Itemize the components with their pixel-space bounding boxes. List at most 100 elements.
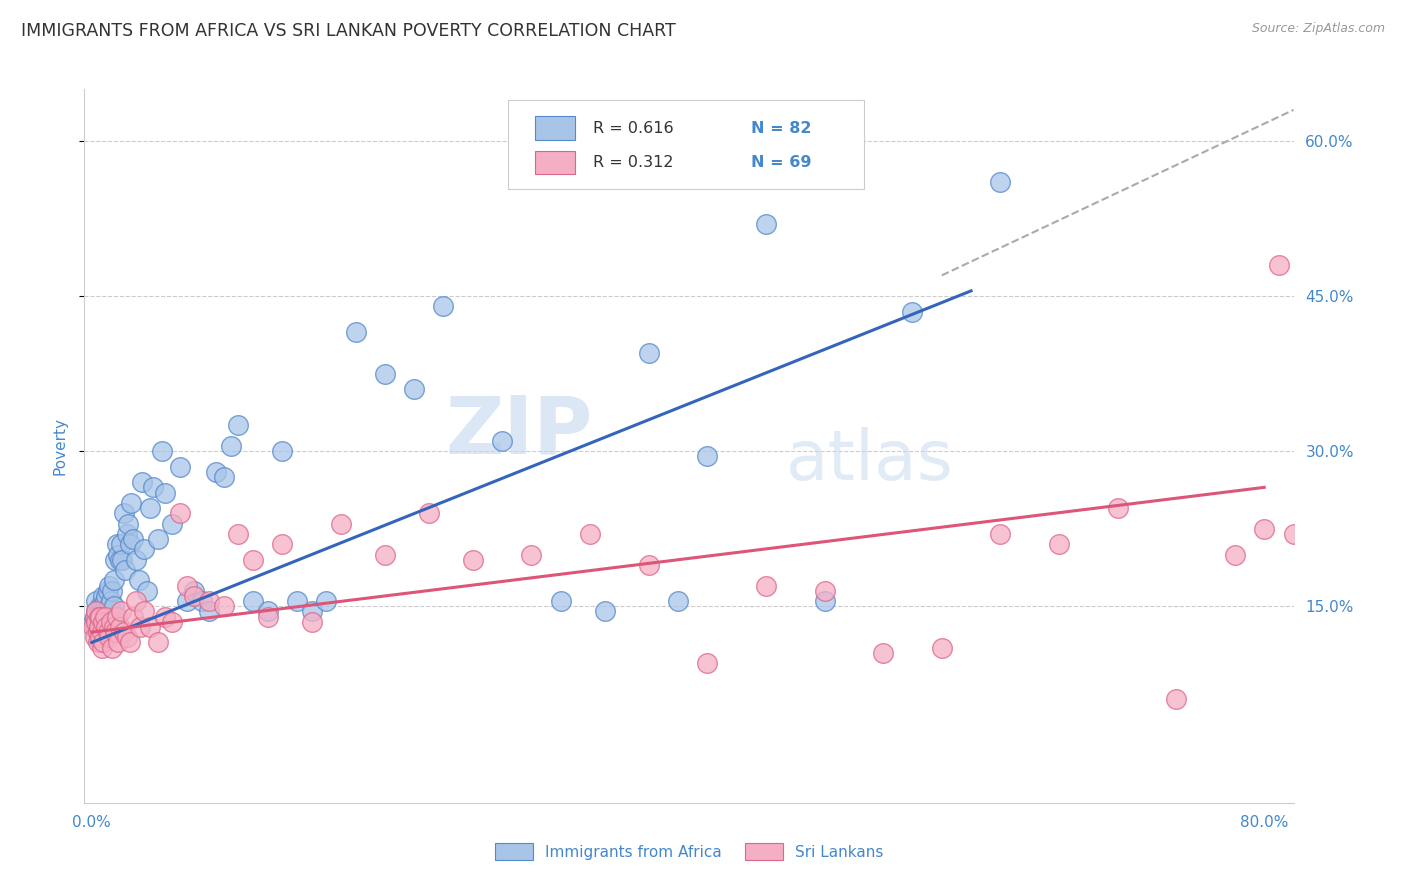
Point [108, 553, 131, 567]
Point [107, 548, 129, 562]
Point [118, 537, 141, 551]
Point [110, 605, 132, 619]
Point [418, 506, 440, 520]
Point [91, 625, 114, 640]
Point [696, 656, 718, 670]
Point [432, 299, 454, 313]
Point [84, 605, 107, 619]
Point [212, 470, 235, 484]
Text: N = 69: N = 69 [751, 155, 811, 170]
Point [94, 594, 117, 608]
Point [256, 605, 278, 619]
Point [129, 620, 152, 634]
Point [226, 418, 249, 433]
Point [105, 537, 128, 551]
FancyBboxPatch shape [536, 116, 575, 140]
Point [114, 563, 136, 577]
Point [112, 625, 135, 640]
Point [579, 527, 602, 541]
Point [990, 527, 1012, 541]
Point [1282, 527, 1305, 541]
Point [136, 583, 159, 598]
Point [242, 553, 264, 567]
Text: ZIP: ZIP [444, 392, 592, 471]
Point [198, 605, 221, 619]
Point [97, 625, 120, 640]
Point [89, 609, 111, 624]
Point [87, 620, 110, 634]
Text: IMMIGRANTS FROM AFRICA VS SRI LANKAN POVERTY CORRELATION CHART: IMMIGRANTS FROM AFRICA VS SRI LANKAN POV… [21, 22, 676, 40]
Point [91, 615, 114, 629]
Point [83, 630, 105, 644]
Point [93, 605, 115, 619]
Point [1223, 548, 1246, 562]
Point [176, 594, 198, 608]
Point [91, 599, 114, 614]
Point [96, 620, 118, 634]
Point [107, 635, 129, 649]
Point [104, 625, 127, 640]
Point [344, 325, 367, 339]
Point [374, 548, 396, 562]
Point [153, 609, 176, 624]
Point [1166, 692, 1188, 706]
Point [931, 640, 953, 655]
Point [301, 615, 323, 629]
Point [86, 609, 108, 624]
Point [118, 635, 141, 649]
Point [86, 625, 108, 640]
Point [101, 640, 124, 655]
Point [103, 620, 125, 634]
Text: R = 0.616: R = 0.616 [593, 120, 673, 136]
Point [96, 609, 118, 624]
Point [83, 620, 105, 634]
Point [162, 615, 184, 629]
Point [755, 579, 778, 593]
Point [120, 496, 142, 510]
Text: atlas: atlas [786, 426, 953, 494]
Point [755, 217, 778, 231]
Point [117, 516, 139, 531]
Point [87, 609, 110, 624]
Point [637, 346, 659, 360]
Point [593, 605, 616, 619]
Point [329, 516, 352, 531]
Point [124, 594, 146, 608]
Point [219, 439, 242, 453]
FancyBboxPatch shape [536, 151, 575, 174]
Point [134, 605, 156, 619]
Point [84, 594, 107, 608]
Point [98, 599, 121, 614]
Point [97, 583, 120, 598]
Text: N = 82: N = 82 [751, 120, 811, 136]
Point [100, 594, 122, 608]
Point [183, 583, 205, 598]
Point [183, 589, 205, 603]
Point [94, 609, 117, 624]
Text: Source: ZipAtlas.com: Source: ZipAtlas.com [1251, 22, 1385, 36]
Point [87, 615, 110, 629]
Point [226, 527, 249, 541]
Point [169, 506, 191, 520]
Point [103, 574, 125, 588]
Point [100, 605, 122, 619]
Point [87, 605, 110, 619]
Point [142, 480, 165, 494]
Point [115, 630, 138, 644]
Point [404, 382, 426, 396]
Point [285, 594, 308, 608]
Y-axis label: Poverty: Poverty [52, 417, 67, 475]
Point [374, 367, 396, 381]
Point [82, 620, 104, 634]
Point [520, 548, 543, 562]
Point [86, 620, 108, 634]
Point [83, 609, 105, 624]
Point [1107, 501, 1129, 516]
Point [190, 594, 212, 608]
Point [139, 620, 162, 634]
Point [242, 594, 264, 608]
Legend: Immigrants from Africa, Sri Lankans: Immigrants from Africa, Sri Lankans [488, 837, 890, 866]
Point [901, 304, 924, 318]
Point [84, 615, 107, 629]
Point [146, 635, 169, 649]
